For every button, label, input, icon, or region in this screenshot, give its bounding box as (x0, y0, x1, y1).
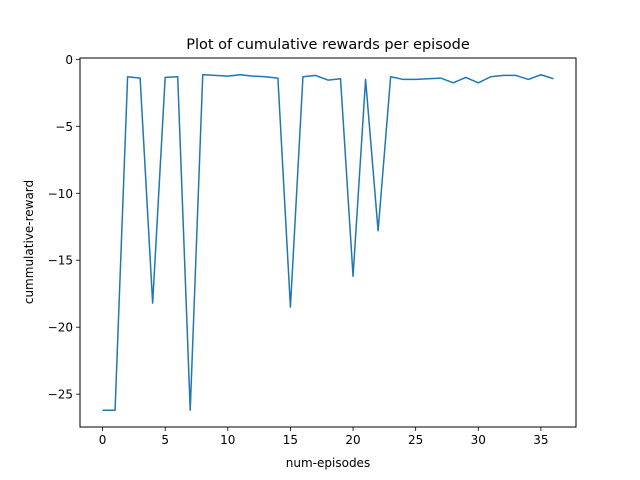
y-tick-label: −20 (48, 321, 73, 335)
y-axis-label: cummulative-reward (22, 180, 36, 304)
x-axis-label: num-episodes (286, 456, 370, 470)
y-axis-ticks: 0 −5 −10 −15 −20 −25 (48, 53, 80, 402)
x-tick-label: 20 (345, 433, 360, 447)
axes-frame (79, 57, 577, 428)
plot-area (102, 73, 554, 412)
x-tick-label: 35 (533, 433, 548, 447)
y-tick-label: −25 (48, 388, 73, 402)
y-tick-label: −5 (55, 120, 73, 134)
x-tick-label: 25 (408, 433, 423, 447)
x-tick-label: 30 (471, 433, 486, 447)
y-tick-label: 0 (65, 53, 73, 67)
x-tick-label: 10 (220, 433, 235, 447)
x-axis-ticks: 0 5 10 15 20 25 30 35 (99, 427, 549, 447)
x-tick-label: 0 (99, 433, 107, 447)
series-line-0 (102, 73, 554, 412)
y-tick-label: −10 (48, 187, 73, 201)
y-tick-label: −15 (48, 254, 73, 268)
x-tick-label: 15 (283, 433, 298, 447)
chart-title: Plot of cumulative rewards per episode (186, 37, 470, 53)
x-tick-label: 5 (161, 433, 169, 447)
